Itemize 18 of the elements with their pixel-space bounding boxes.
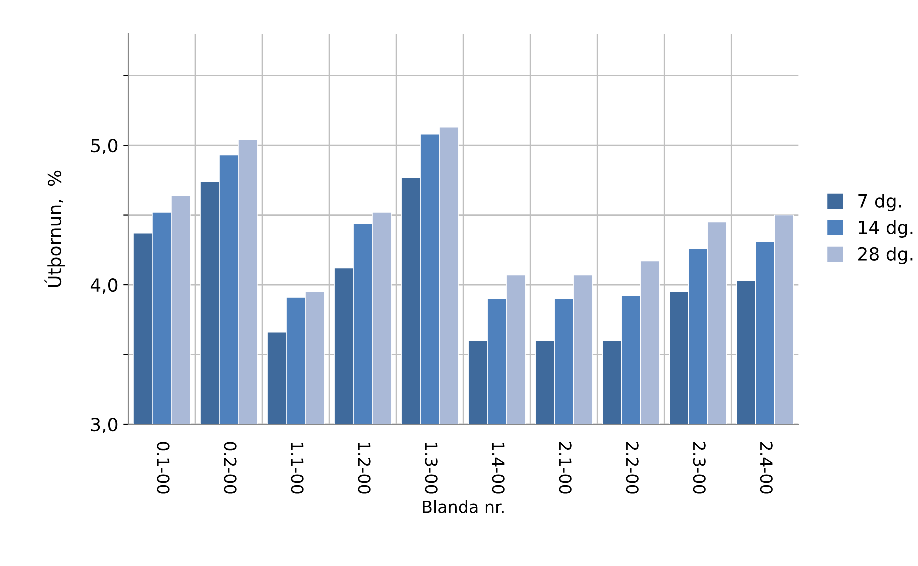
y-axis-title: Útþornun, % xyxy=(44,170,66,287)
y-tick-label: 5,0 xyxy=(91,139,118,154)
legend-label: 14 dg. xyxy=(859,220,913,238)
x-tick-label: 2.3-00 xyxy=(693,442,706,494)
x-tick-label: 2.4-00 xyxy=(760,442,773,494)
y-tick-label: 3,0 xyxy=(91,418,118,434)
x-tick-label: 1.2-00 xyxy=(358,442,371,494)
legend-label: 7 dg. xyxy=(858,194,902,212)
y-tick-label: 4,0 xyxy=(90,278,118,294)
x-tick-label: 1.4-00 xyxy=(492,442,505,494)
x-tick-label: 2.2-00 xyxy=(626,442,639,494)
legend-label: 28 dg. xyxy=(858,246,913,264)
x-axis-title: Blanda nr. xyxy=(423,500,504,514)
x-tick-label: 0.2-00 xyxy=(224,442,237,494)
x-tick-label: 0.1-00 xyxy=(157,442,170,494)
x-tick-label: 1.3-00 xyxy=(425,442,438,494)
x-tick-label: 2.1-00 xyxy=(559,442,572,494)
x-tick-label: 1.1-00 xyxy=(291,442,304,494)
